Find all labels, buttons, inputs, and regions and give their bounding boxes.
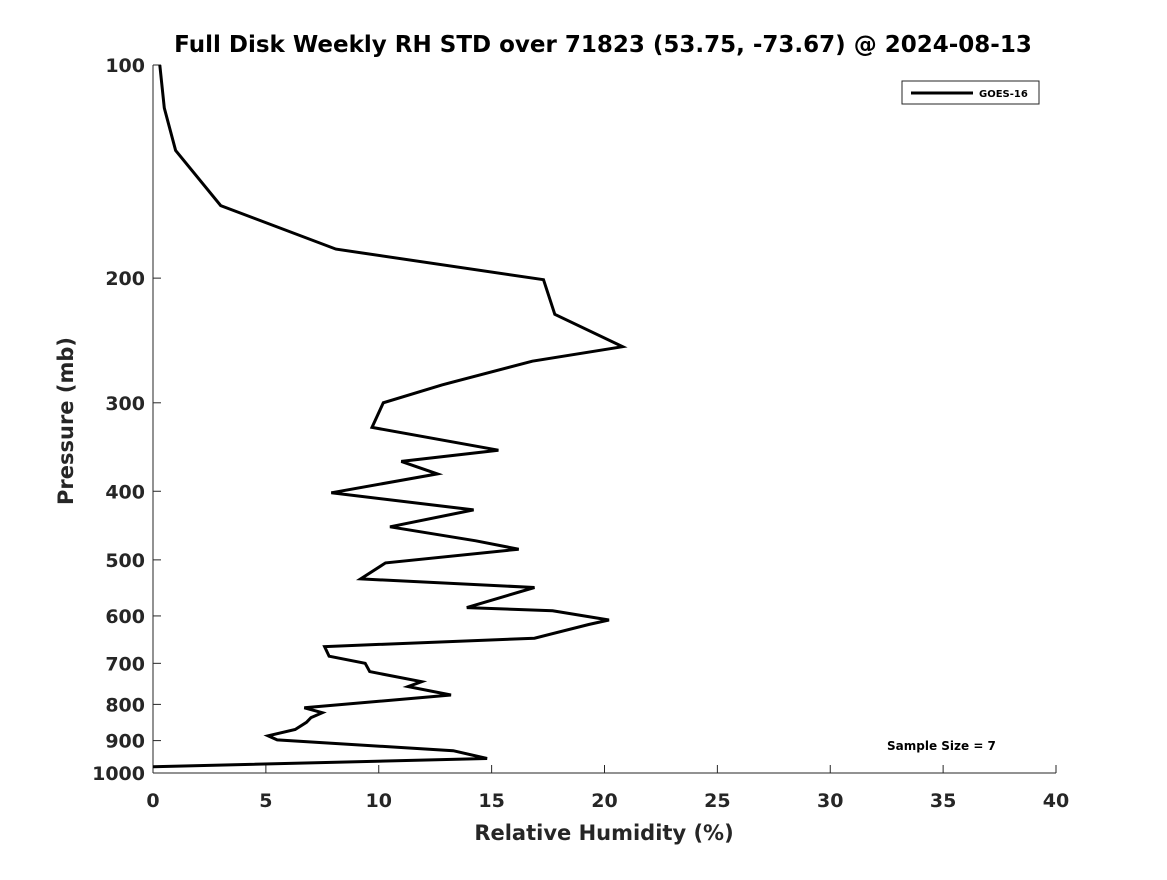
y-tick-label: 600 [105, 606, 145, 628]
series-line-goes-16 [152, 64, 628, 769]
x-tick-label: 40 [1043, 790, 1069, 812]
y-tick-label: 400 [105, 481, 145, 503]
legend-label-goes-16: GOES-16 [979, 89, 1028, 100]
y-tick-label: 100 [105, 55, 145, 77]
series-group [152, 64, 628, 769]
x-tick-label: 0 [146, 790, 159, 812]
x-tick-label: 15 [478, 790, 504, 812]
y-tick-label: 900 [105, 731, 145, 753]
x-axis-ticks: 0 5 10 15 20 25 30 35 40 [146, 765, 1069, 812]
y-tick-label: 500 [105, 550, 145, 572]
y-tick-label: 200 [105, 268, 145, 290]
x-tick-label: 30 [817, 790, 843, 812]
x-tick-label: 5 [259, 790, 272, 812]
sample-size-annotation: Sample Size = 7 [887, 739, 996, 753]
y-tick-label: 800 [105, 694, 145, 716]
y-axis-label: Pressure (mb) [54, 337, 78, 505]
x-tick-label: 35 [930, 790, 956, 812]
chart-title: Full Disk Weekly RH STD over 71823 (53.7… [174, 32, 1032, 58]
y-axis-ticks: 100 200 300 400 500 600 700 800 900 1000 [92, 55, 161, 785]
x-tick-label: 25 [704, 790, 730, 812]
y-tick-label: 300 [105, 393, 145, 415]
x-tick-label: 20 [591, 790, 617, 812]
y-tick-label: 700 [105, 653, 145, 675]
legend: GOES-16 [901, 80, 1040, 105]
x-tick-label: 10 [366, 790, 392, 812]
x-axis-label: Relative Humidity (%) [474, 821, 733, 845]
y-tick-label: 1000 [92, 763, 145, 785]
